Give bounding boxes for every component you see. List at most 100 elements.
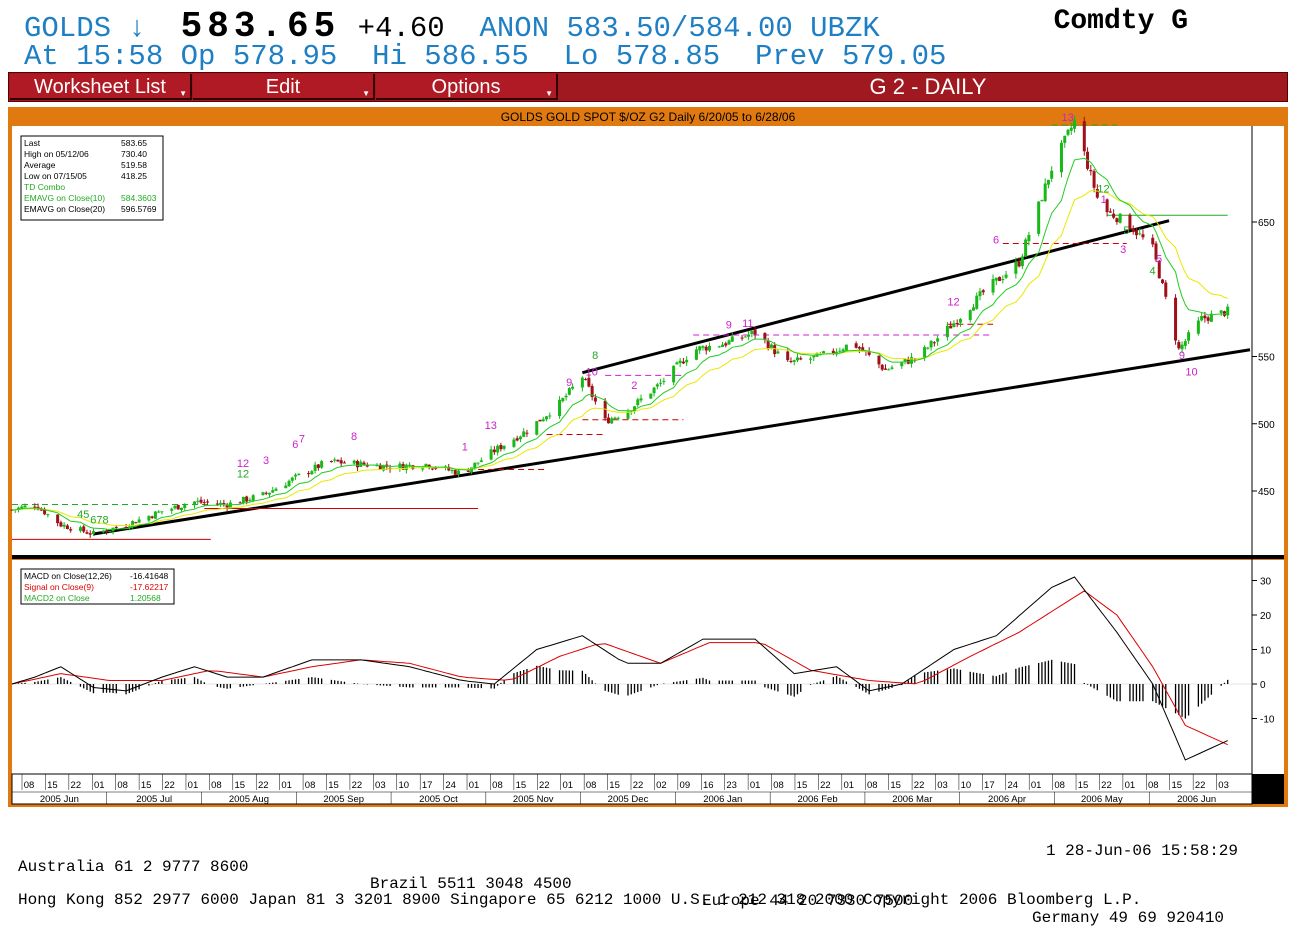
candle-body: [545, 416, 549, 420]
candle-body: [659, 382, 663, 384]
support-trendline: [93, 348, 1251, 536]
candle-body: [173, 505, 177, 509]
td-count-label: 8: [351, 431, 357, 443]
candle-body: [809, 358, 813, 360]
td-count-label: 11: [742, 318, 753, 330]
x-day-label: 08: [1054, 780, 1065, 791]
candle-body: [945, 325, 949, 338]
candle-body: [489, 449, 493, 460]
candle-body: [672, 365, 676, 383]
candle-body: [525, 432, 529, 434]
footer-row-1: Australia 61 2 9777 8600 Brazil 5511 304…: [18, 842, 1224, 927]
td-count-label: 7: [299, 434, 305, 446]
x-day-label: 22: [914, 780, 925, 791]
candle-body: [518, 436, 522, 440]
candle-body: [310, 471, 314, 475]
candle-body: [991, 279, 995, 293]
x-day-label: 15: [328, 780, 339, 791]
candle-body: [548, 415, 552, 417]
x-month-label: 2005 Sep: [323, 794, 364, 805]
candle-body: [264, 492, 268, 494]
candle-body: [313, 464, 317, 471]
candle-body: [183, 505, 187, 509]
candle-body: [880, 364, 884, 370]
candle-body: [1226, 306, 1230, 316]
stats-value: 583.65: [121, 138, 147, 148]
candle-body: [727, 340, 731, 345]
candle-body: [193, 501, 197, 506]
edit-label: Edit: [265, 76, 301, 98]
candle-body: [339, 460, 343, 464]
td-count-label: 13: [485, 420, 497, 432]
footer-germany: Germany 49 69 920410: [1032, 909, 1225, 927]
options-button[interactable]: Options ▼: [376, 74, 558, 100]
td-count-label: 3: [1120, 244, 1126, 256]
x-day-label: 01: [281, 780, 292, 791]
td-count-label: 10: [1185, 366, 1197, 378]
candle-body: [69, 529, 73, 531]
td-count-label: 10: [586, 366, 598, 378]
candle-body: [701, 346, 705, 348]
candle-body: [157, 511, 161, 513]
macd-legend-label: Signal on Close(9): [24, 582, 94, 592]
x-day-label: 02: [656, 780, 667, 791]
candle-body: [1219, 310, 1223, 313]
candle-body: [88, 533, 92, 535]
td-count-label: 4: [1149, 265, 1155, 277]
candle-body: [867, 351, 871, 355]
x-day-label: 10: [398, 780, 409, 791]
candle-body: [567, 388, 571, 395]
x-day-label: 22: [820, 780, 831, 791]
candle-body: [923, 347, 927, 358]
candle-body: [606, 417, 610, 424]
candle-body: [1043, 183, 1047, 202]
stats-value: 730.40: [121, 149, 147, 159]
candle-body: [62, 524, 66, 527]
candle-body: [822, 351, 826, 354]
candle-body: [271, 490, 275, 493]
candle-body: [1206, 317, 1210, 321]
x-day-label: 01: [1125, 780, 1136, 791]
candle-body: [267, 492, 271, 495]
macd-legend-value: -17.62217: [130, 582, 169, 592]
candle-body: [1050, 170, 1054, 179]
signal-line: [11, 590, 1228, 746]
candle-body: [114, 526, 118, 528]
worksheet-list-button[interactable]: Worksheet List ▼: [10, 74, 192, 100]
candle-body: [590, 385, 594, 397]
dropdown-caret-icon: ▼: [362, 89, 370, 98]
x-day-label: 15: [235, 780, 246, 791]
candle-body: [838, 350, 842, 352]
candle-body: [378, 464, 382, 470]
candle-body: [1174, 297, 1178, 341]
candle-body: [1154, 243, 1158, 260]
down-arrow-icon: ↓: [128, 12, 146, 45]
candle-body: [1014, 261, 1018, 274]
panel-divider: [12, 555, 1284, 559]
candle-body: [1082, 121, 1086, 152]
candle-body: [561, 398, 565, 402]
x-day-label: 01: [562, 780, 573, 791]
candle-body: [1017, 261, 1021, 267]
candle-body: [721, 344, 725, 347]
price-panel: [12, 126, 1252, 556]
candle-body: [108, 530, 112, 532]
candle-body: [1134, 230, 1138, 236]
edit-button[interactable]: Edit ▼: [193, 74, 375, 100]
candle-body: [1020, 256, 1024, 267]
td-count-label: 3: [263, 455, 269, 467]
candle-body: [82, 526, 86, 532]
x-day-label: 01: [188, 780, 199, 791]
x-day-label: 22: [1101, 780, 1112, 791]
candle-body: [408, 464, 412, 466]
candle-body: [613, 417, 617, 419]
dropdown-caret-icon: ▼: [545, 89, 553, 98]
x-day-label: 03: [937, 780, 948, 791]
candle-body: [926, 347, 930, 349]
footer-australia: Australia 61 2 9777 8600: [18, 858, 249, 876]
candle-body: [587, 377, 591, 387]
td-count-label: 678: [90, 514, 108, 526]
candle-body: [776, 351, 780, 354]
stats-value: 519.58: [121, 160, 147, 170]
candle-body: [1180, 344, 1184, 350]
